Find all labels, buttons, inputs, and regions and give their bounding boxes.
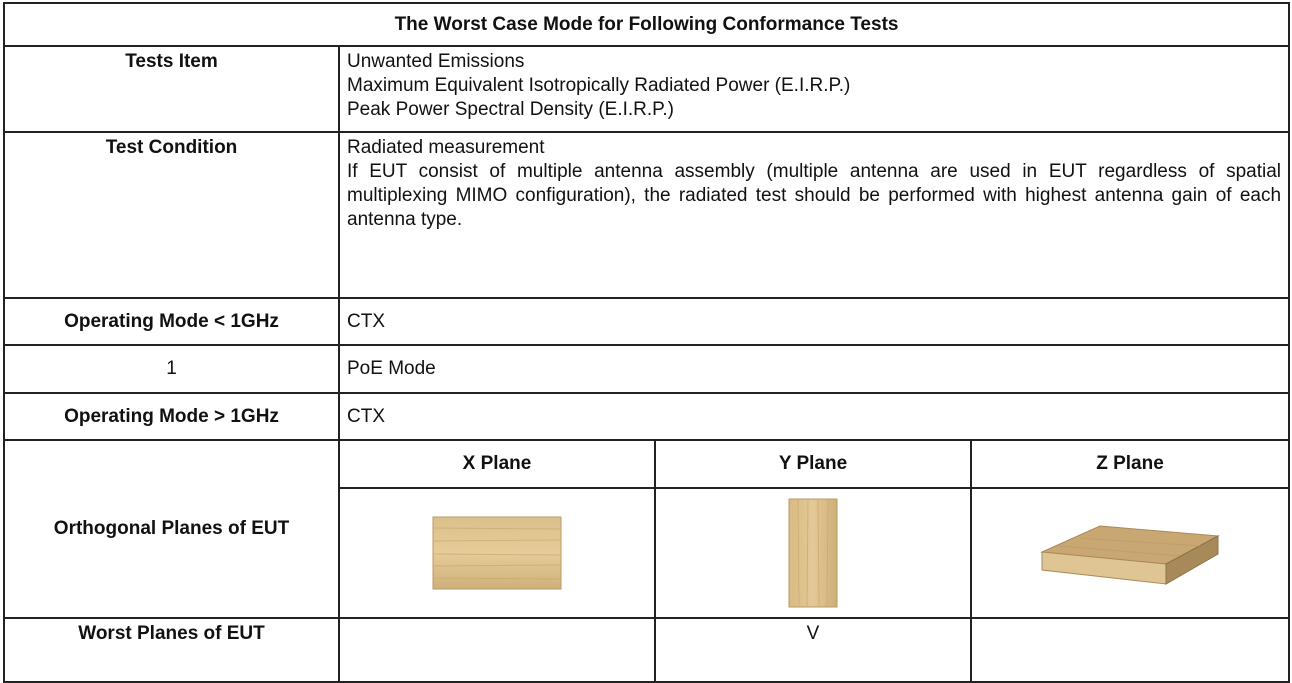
z-plane-image: [1040, 518, 1220, 588]
text-paragraph: If EUT consist of multiple antenna assem…: [347, 160, 1281, 232]
row-value: Radiated measurement If EUT consist of m…: [339, 132, 1289, 298]
row-label: 1: [4, 345, 339, 393]
column-header: X Plane: [339, 440, 655, 488]
row-value: Unwanted Emissions Maximum Equivalent Is…: [339, 46, 1289, 132]
empty-cell: [339, 618, 655, 682]
y-plane-image: [788, 498, 838, 608]
row-label: Orthogonal Planes of EUT: [4, 440, 339, 618]
image-cell: [655, 488, 971, 618]
row-value: CTX: [339, 393, 1289, 440]
image-cell: [339, 488, 655, 618]
column-header: Z Plane: [971, 440, 1289, 488]
text-line: Peak Power Spectral Density (E.I.R.P.): [347, 98, 1281, 122]
row-label: Tests Item: [4, 46, 339, 132]
text-line: Radiated measurement: [347, 136, 1281, 160]
row-label: Worst Planes of EUT: [4, 618, 339, 682]
text-line: Maximum Equivalent Isotropically Radiate…: [347, 74, 1281, 98]
worst-mark: V: [655, 618, 971, 682]
row-label: Operating Mode < 1GHz: [4, 298, 339, 345]
text-line: Unwanted Emissions: [347, 50, 1281, 74]
conformance-table: The Worst Case Mode for Following Confor…: [3, 2, 1290, 683]
image-cell: [971, 488, 1289, 618]
empty-cell: [971, 618, 1289, 682]
table-title: The Worst Case Mode for Following Confor…: [4, 3, 1289, 46]
row-value: CTX: [339, 298, 1289, 345]
row-label: Test Condition: [4, 132, 339, 298]
row-value: PoE Mode: [339, 345, 1289, 393]
row-label: Operating Mode > 1GHz: [4, 393, 339, 440]
column-header: Y Plane: [655, 440, 971, 488]
x-plane-image: [432, 516, 562, 590]
page: The Worst Case Mode for Following Confor…: [0, 0, 1292, 682]
